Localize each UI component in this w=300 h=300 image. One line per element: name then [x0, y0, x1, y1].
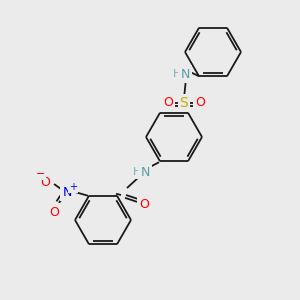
- Text: O: O: [195, 97, 205, 110]
- Text: O: O: [139, 197, 149, 211]
- Text: O: O: [40, 176, 50, 188]
- Text: +: +: [69, 182, 77, 192]
- Text: O: O: [49, 206, 59, 218]
- Text: N: N: [180, 68, 190, 80]
- Text: H: H: [133, 167, 141, 177]
- Text: S: S: [180, 96, 188, 110]
- Text: N: N: [62, 185, 72, 199]
- Text: O: O: [163, 97, 173, 110]
- Text: N: N: [140, 166, 150, 178]
- Text: −: −: [36, 169, 46, 179]
- Text: H: H: [173, 69, 181, 79]
